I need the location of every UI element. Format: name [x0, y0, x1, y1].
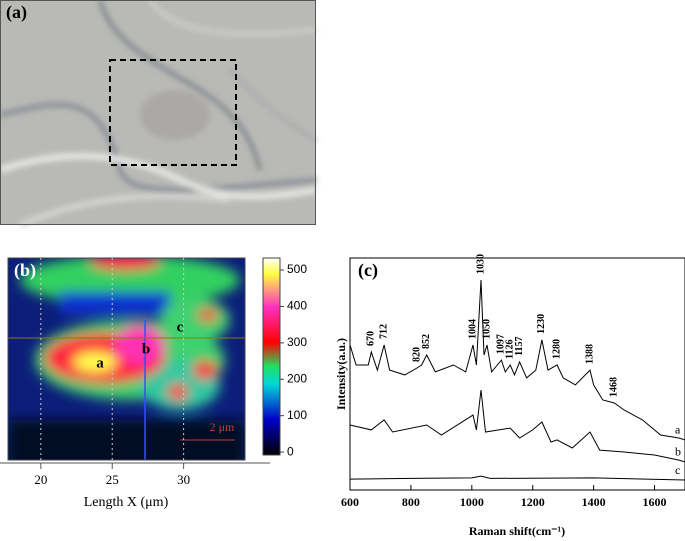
x-tick-label: 1400 — [582, 495, 606, 509]
scale-bar-label: 2 μm — [210, 420, 235, 434]
x-tick-label: 1000 — [460, 495, 484, 509]
peak-label: 1468 — [609, 377, 620, 397]
colorbar-tick-label: 100 — [287, 408, 307, 422]
peak-label: 1157 — [514, 336, 525, 355]
peak-label: 1097 — [496, 334, 507, 354]
peak-label: 852 — [421, 334, 432, 349]
panel-label: (c) — [358, 260, 378, 281]
peak-label: 1126 — [504, 339, 515, 358]
heatmap — [8, 258, 245, 460]
plot-frame — [349, 257, 685, 491]
heatmap-frame — [7, 257, 246, 461]
micrograph — [0, 0, 317, 228]
peak-label: 670 — [366, 331, 377, 346]
peak-label: 820 — [411, 347, 422, 362]
peak-label: 1230 — [536, 314, 547, 334]
series-label: b — [675, 445, 681, 459]
x-tick-label: 25 — [106, 472, 119, 487]
x-tick-label: 30 — [177, 472, 190, 487]
spectrum-line — [349, 389, 685, 463]
colorbar — [262, 257, 281, 456]
y-axis-label: Intensity(a.u.) — [334, 338, 348, 410]
colorbar-tick-label: 0 — [287, 444, 294, 458]
x-axis-label: Length X (μm) — [84, 495, 169, 510]
annotation: c — [177, 319, 184, 335]
peak-label: 1004 — [467, 319, 478, 339]
panel-label: (a) — [6, 2, 27, 23]
panel-label: (b) — [14, 260, 36, 281]
peak-label: 1030 — [475, 254, 486, 274]
x-tick-label: 800 — [402, 495, 420, 509]
x-tick-label: 1200 — [521, 495, 545, 509]
series-label: a — [675, 423, 681, 437]
annotation: b — [142, 341, 150, 357]
series-label: c — [675, 463, 680, 477]
colorbar-tick-label: 200 — [287, 371, 307, 385]
peak-label: 1050 — [481, 319, 492, 339]
spectrum-line — [349, 279, 685, 441]
x-tick-label: 1600 — [643, 495, 667, 509]
spectrum-line — [349, 475, 685, 481]
peak-label: 1388 — [584, 344, 595, 364]
x-tick-label: 20 — [34, 472, 47, 487]
peak-label: 1280 — [551, 339, 562, 359]
colorbar-tick-label: 500 — [287, 262, 307, 276]
colorbar-tick-label: 400 — [287, 299, 307, 313]
x-axis-label: Raman shift(cm⁻¹) — [469, 524, 565, 538]
colorbar-tick-label: 300 — [287, 335, 307, 349]
annotation: a — [96, 355, 104, 371]
x-tick-label: 600 — [341, 495, 359, 509]
peak-label: 712 — [378, 324, 389, 339]
